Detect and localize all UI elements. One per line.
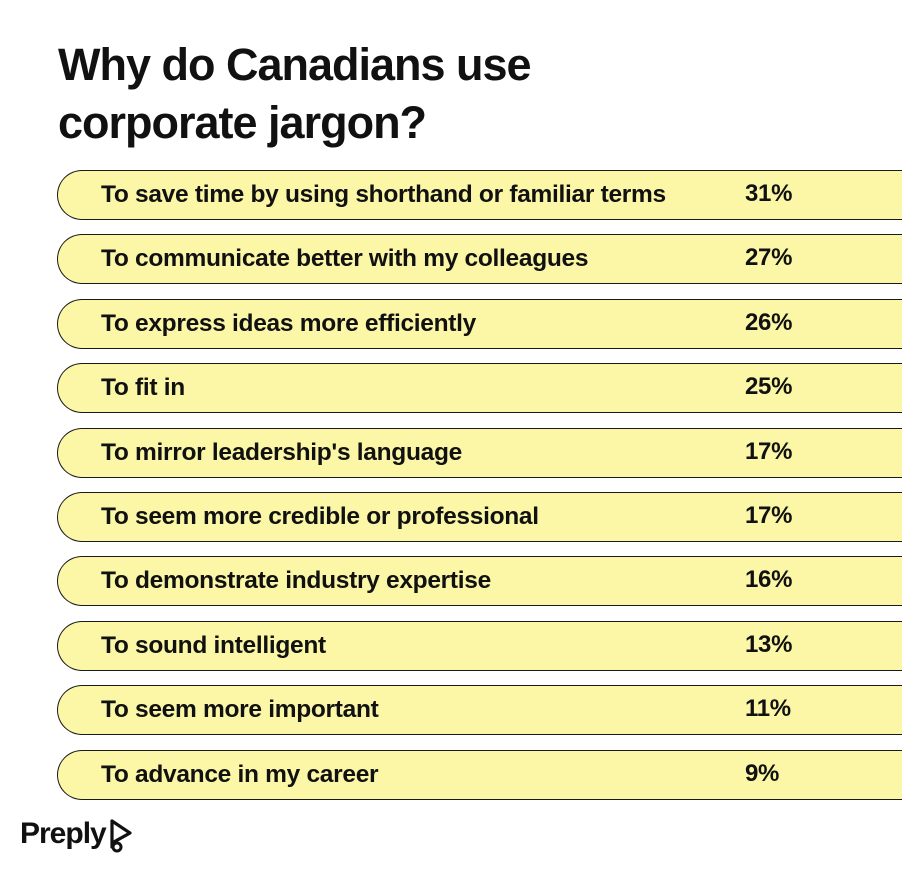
brand-name: Preply [20, 817, 107, 850]
bar-row: To demonstrate industry expertise 16% [57, 556, 902, 607]
bar-value-label: 26% [745, 308, 793, 336]
bar-row: To mirror leadership's language 17% [57, 427, 902, 478]
bar-value-label: 27% [745, 244, 793, 272]
preply-logo: Preply [20, 814, 136, 854]
bar-row: To save time by using shorthand or famil… [57, 170, 902, 220]
bar-value-label: 17% [745, 437, 793, 465]
bar-label: To demonstrate industry expertise [101, 567, 491, 595]
bar-label: To express ideas more efficiently [101, 309, 476, 337]
bar-value-label: 25% [745, 373, 793, 401]
bar-row: To communicate better with my colleagues… [57, 234, 902, 285]
bar-label: To communicate better with my colleagues [101, 245, 589, 273]
bar-label: To seem more important [101, 696, 379, 724]
bar-row: To advance in my career 9% [57, 749, 902, 800]
bar-value-label: 11% [745, 695, 791, 723]
bar-label: To sound intelligent [101, 631, 326, 659]
bar-label: To advance in my career [101, 760, 379, 788]
bar-value-label: 16% [745, 566, 793, 594]
chart-rows: To save time by using shorthand or famil… [57, 170, 902, 814]
bar-label: To fit in [101, 374, 185, 402]
bar-row: To fit in 25% [57, 363, 902, 414]
preply-logo-icon [110, 819, 132, 853]
bar-row: To sound intelligent 13% [57, 620, 902, 671]
bar-value-label: 13% [745, 630, 793, 658]
bar-row: To seem more credible or professional 17% [57, 491, 902, 542]
chart-title: Why do Canadians use corporate jargon? [58, 39, 532, 148]
bar-row: To express ideas more efficiently 26% [57, 298, 902, 349]
bar-value-label: 9% [745, 759, 780, 787]
bar-label: To save time by using shorthand or famil… [101, 181, 666, 208]
bar-value-label: 17% [745, 501, 793, 529]
bar-row: To seem more important 11% [57, 685, 902, 736]
bar-value-label: 31% [745, 180, 793, 207]
bar-label: To seem more credible or professional [101, 502, 539, 530]
bar-label: To mirror leadership's language [101, 438, 462, 466]
